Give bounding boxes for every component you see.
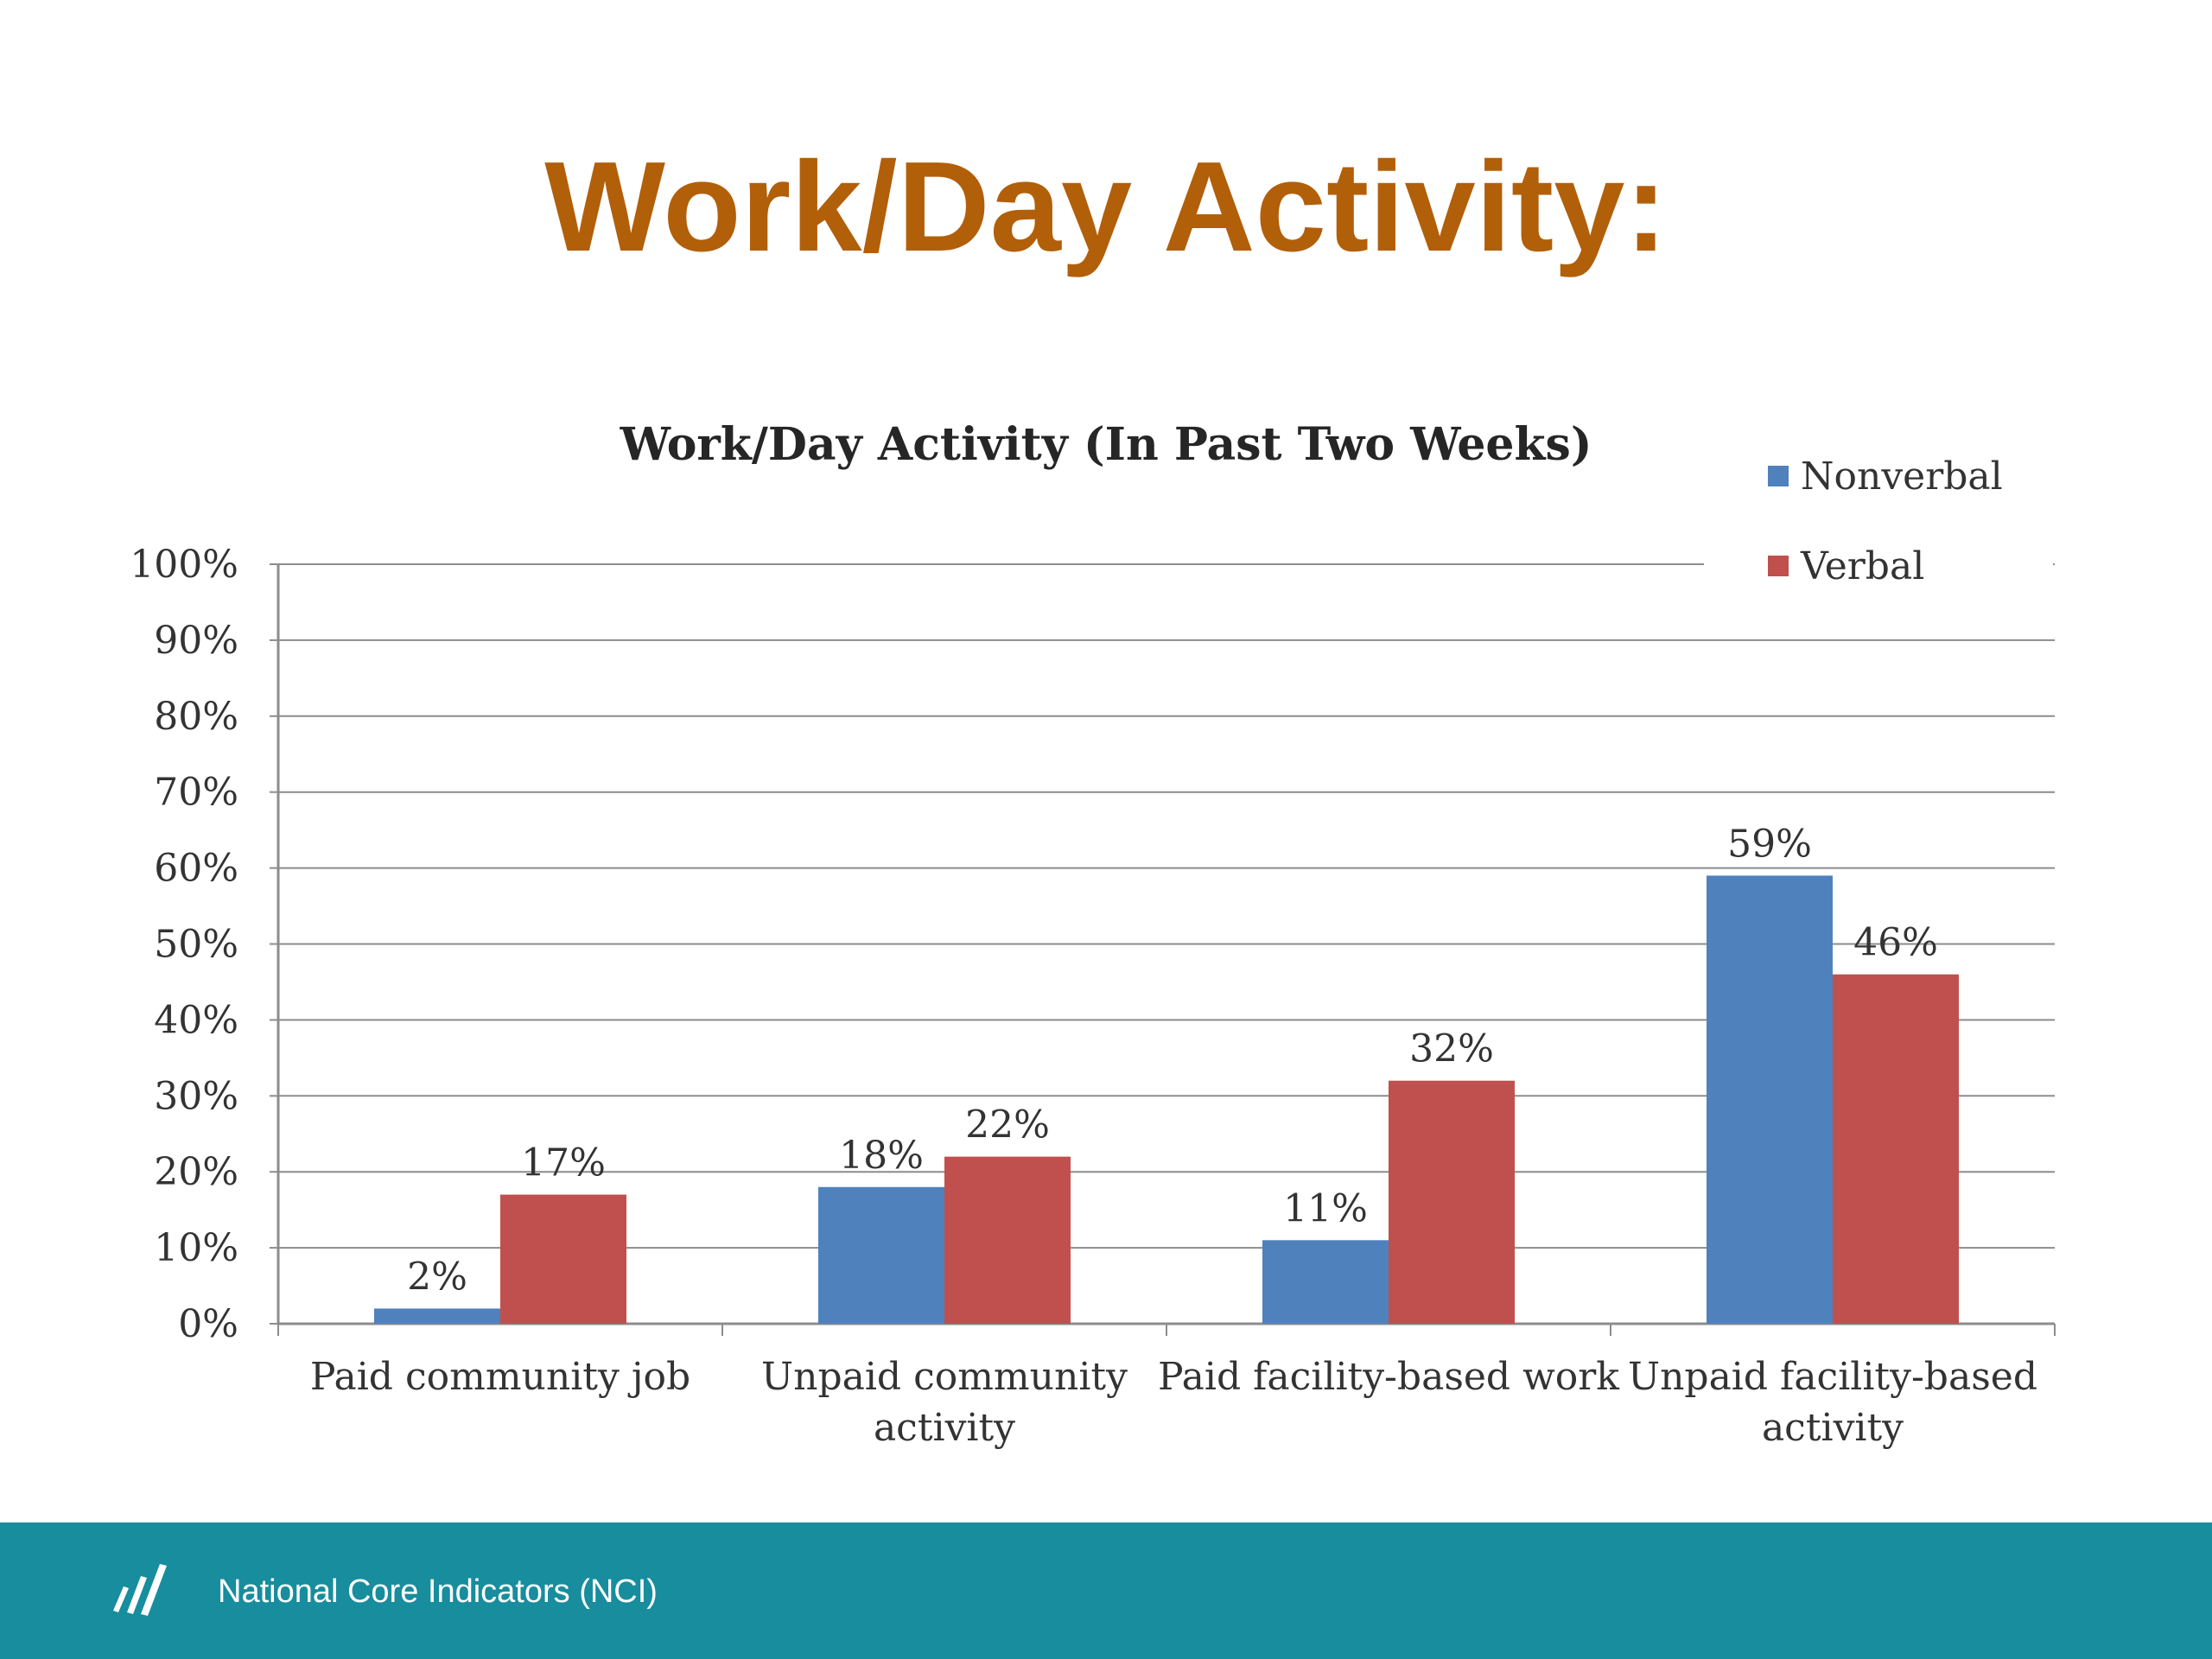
y-tick-label: 100% bbox=[130, 543, 238, 587]
bar bbox=[1389, 1080, 1515, 1324]
bar bbox=[374, 1308, 500, 1324]
y-tick-label: 30% bbox=[154, 1074, 238, 1118]
y-tick-label: 40% bbox=[154, 998, 238, 1042]
bar bbox=[818, 1186, 944, 1324]
data-label: 46% bbox=[1853, 921, 1938, 965]
x-tick-label: activity bbox=[1762, 1406, 1904, 1450]
y-tick-label: 50% bbox=[154, 923, 238, 967]
data-label: 17% bbox=[521, 1141, 606, 1185]
data-label: 59% bbox=[1727, 822, 1812, 866]
chart-title: Work/Day Activity (In Past Two Weeks) bbox=[620, 418, 1592, 471]
data-labels: 2% 17% 18% 22% 11% 32% 59% 46% bbox=[407, 822, 1938, 1299]
slide-title: Work/Day Activity: bbox=[544, 136, 1668, 278]
bars bbox=[374, 875, 1959, 1324]
footer-bar: National Core Indicators (NCI) bbox=[0, 1522, 2212, 1659]
bar bbox=[1707, 875, 1833, 1324]
x-tick-label: Paid facility-based work bbox=[1158, 1355, 1619, 1399]
x-tick-label: Paid community job bbox=[310, 1355, 690, 1399]
data-label: 2% bbox=[407, 1255, 467, 1299]
y-tick-label: 20% bbox=[154, 1150, 238, 1194]
bar bbox=[944, 1156, 1071, 1324]
x-tick-label: Unpaid community bbox=[761, 1355, 1128, 1399]
data-label: 18% bbox=[839, 1134, 924, 1178]
y-tick-label: 10% bbox=[154, 1226, 238, 1270]
bar-chart: Work/Day Activity (In Past Two Weeks) 0%… bbox=[130, 418, 2056, 1450]
bar bbox=[1262, 1240, 1389, 1324]
y-tick-label: 60% bbox=[154, 847, 238, 891]
y-tick-label: 90% bbox=[154, 619, 238, 663]
bar bbox=[500, 1194, 626, 1324]
y-tick-label: 0% bbox=[178, 1302, 238, 1346]
legend: Nonverbal Verbal bbox=[1704, 454, 2053, 588]
nci-logo-icon bbox=[113, 1564, 167, 1616]
y-tick-label: 70% bbox=[154, 771, 238, 815]
data-label: 22% bbox=[965, 1103, 1050, 1147]
axes: 0% 10% 20% 30% 40% 50% 60% 70% 80% 90% 100% Paid co… bbox=[130, 543, 2056, 1450]
data-label: 11% bbox=[1283, 1186, 1368, 1230]
y-tick-label: 80% bbox=[154, 695, 238, 739]
x-tick-label: Unpaid facility-based bbox=[1628, 1355, 2037, 1399]
data-label: 32% bbox=[1409, 1027, 1494, 1071]
bar bbox=[1833, 974, 1959, 1324]
legend-swatch bbox=[1768, 466, 1789, 486]
legend-label: Verbal bbox=[1800, 544, 1924, 588]
legend-swatch bbox=[1768, 556, 1789, 576]
legend-background bbox=[1704, 536, 2053, 588]
footer-text: National Core Indicators (NCI) bbox=[218, 1573, 658, 1610]
legend-label: Nonverbal bbox=[1801, 454, 2003, 499]
x-tick-label: activity bbox=[874, 1406, 1015, 1450]
